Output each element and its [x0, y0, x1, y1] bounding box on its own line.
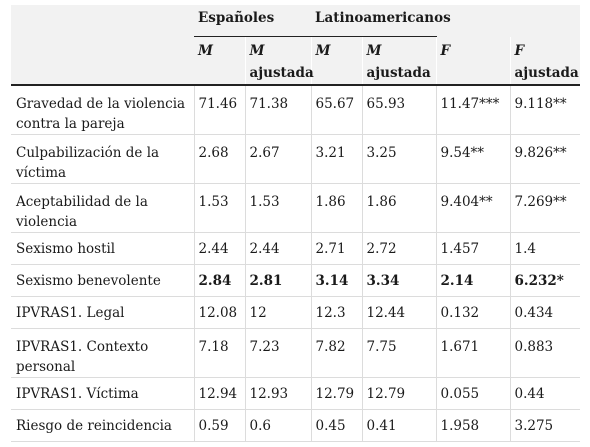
- cell: 2.67: [245, 134, 312, 184]
- table-row: Sexismo hostil 2.44 2.44 2.71 2.72 1.457…: [11, 232, 580, 265]
- table-row: Aceptabilidad de la violencia 1.53 1.53 …: [11, 183, 580, 233]
- cell: 2.71: [311, 232, 363, 265]
- group-header-latinoamericanos: Latinoamericanos: [311, 5, 451, 37]
- table-row: Riesgo de reincidencia 0.59 0.6 0.45 0.4…: [11, 409, 580, 442]
- table-row: IPVRAS1. Víctima 12.94 12.93 12.79 12.79…: [11, 377, 580, 410]
- stat-header-blank: [11, 36, 194, 86]
- cell: 65.93: [362, 85, 437, 135]
- cell: 0.055: [436, 377, 511, 410]
- cell: 7.18: [194, 328, 246, 378]
- cell: 2.81: [245, 264, 312, 297]
- cell: 0.44: [510, 377, 580, 410]
- cell: 7.269**: [510, 183, 580, 233]
- cell: 9.54**: [436, 134, 511, 184]
- row-label: Sexismo benevolente: [11, 264, 195, 297]
- cell: 0.45: [311, 409, 363, 442]
- cell: 12.44: [362, 296, 437, 329]
- cell: 0.59: [194, 409, 246, 442]
- group-header-blank: [436, 5, 580, 37]
- cell: 12.79: [311, 377, 363, 410]
- cell: 65.67: [311, 85, 363, 135]
- cell: 1.671: [436, 328, 511, 378]
- cell: 1.4: [510, 232, 580, 265]
- cell: 2.84: [194, 264, 246, 297]
- stat-header: M: [194, 36, 246, 86]
- cell: 6.232*: [510, 264, 580, 297]
- cell: 0.883: [510, 328, 580, 378]
- cell: 71.46: [194, 85, 246, 135]
- row-label: Culpabilización de la víctima: [11, 134, 195, 184]
- cell: 7.23: [245, 328, 312, 378]
- table-body: Gravedad de la violencia contra la parej…: [11, 85, 580, 442]
- cell: 3.34: [362, 264, 437, 297]
- cell: 0.132: [436, 296, 511, 329]
- table-row: Culpabilización de la víctima 2.68 2.67 …: [11, 134, 580, 184]
- cell: 1.86: [311, 183, 363, 233]
- cell: 3.14: [311, 264, 363, 297]
- cell: 12.3: [311, 296, 363, 329]
- stat-header: M: [311, 36, 363, 86]
- cell: 12.93: [245, 377, 312, 410]
- row-label: Riesgo de reincidencia: [11, 409, 195, 442]
- cell: 2.72: [362, 232, 437, 265]
- table-row: IPVRAS1. Legal 12.08 12 12.3 12.44 0.132…: [11, 296, 580, 329]
- header-blank: [11, 5, 194, 37]
- cell: 12.94: [194, 377, 246, 410]
- row-label: IPVRAS1. Víctima: [11, 377, 195, 410]
- cell: 3.275: [510, 409, 580, 442]
- row-label: Aceptabilidad de la violencia: [11, 183, 195, 233]
- cell: 3.21: [311, 134, 363, 184]
- cell: 2.44: [245, 232, 312, 265]
- row-label: Sexismo hostil: [11, 232, 195, 265]
- cell: 7.82: [311, 328, 363, 378]
- cell: 2.44: [194, 232, 246, 265]
- table-row: IPVRAS1. Contexto personal 7.18 7.23 7.8…: [11, 328, 580, 378]
- cell: 1.53: [245, 183, 312, 233]
- cell: 0.6: [245, 409, 312, 442]
- cell: 11.47***: [436, 85, 511, 135]
- cell: 0.434: [510, 296, 580, 329]
- cell: 12.08: [194, 296, 246, 329]
- cell: 71.38: [245, 85, 312, 135]
- table-row: Sexismo benevolente 2.84 2.81 3.14 3.34 …: [11, 264, 580, 297]
- stat-header: F: [436, 36, 511, 86]
- cell: 0.41: [362, 409, 437, 442]
- table-row: Gravedad de la violencia contra la parej…: [11, 85, 580, 135]
- cell: 1.86: [362, 183, 437, 233]
- cell: 1.958: [436, 409, 511, 442]
- cell: 1.53: [194, 183, 246, 233]
- cell: 12.79: [362, 377, 437, 410]
- row-label: IPVRAS1. Legal: [11, 296, 195, 329]
- cell: 9.118**: [510, 85, 580, 135]
- cell: 7.75: [362, 328, 437, 378]
- cell: 9.404**: [436, 183, 511, 233]
- row-label: Gravedad de la violencia contra la parej…: [11, 85, 195, 135]
- cell: 12: [245, 296, 312, 329]
- cell: 3.25: [362, 134, 437, 184]
- cell: 9.826**: [510, 134, 580, 184]
- cell: 2.14: [436, 264, 511, 297]
- cell: 1.457: [436, 232, 511, 265]
- row-label: IPVRAS1. Contexto personal: [11, 328, 195, 378]
- group-header-espanoles: Españoles: [194, 5, 311, 37]
- cell: 2.68: [194, 134, 246, 184]
